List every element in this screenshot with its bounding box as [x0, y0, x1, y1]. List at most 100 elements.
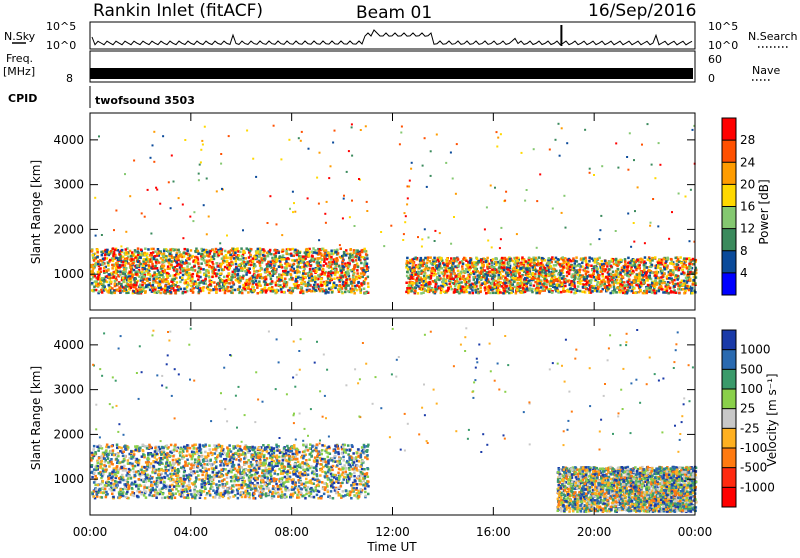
radar-cell — [634, 292, 637, 295]
radar-cell — [623, 281, 626, 284]
radar-cell — [251, 286, 254, 289]
radar-cell — [270, 278, 273, 281]
radar-cell — [438, 263, 441, 266]
radar-cell — [137, 252, 140, 255]
radar-cell — [573, 265, 576, 268]
radar-cell — [427, 268, 430, 271]
radar-cell — [527, 262, 530, 265]
radar-cell — [169, 253, 172, 256]
radar-cell — [453, 273, 456, 276]
radar-cell — [666, 275, 669, 278]
radar-cell — [428, 281, 431, 284]
radar-cell — [365, 253, 368, 256]
radar-cell-sparse — [500, 238, 502, 240]
radar-cell — [435, 283, 438, 286]
radar-cell — [597, 277, 600, 280]
radar-cell — [484, 286, 487, 289]
radar-cell — [140, 249, 143, 252]
radar-cell — [215, 262, 218, 265]
radar-cell — [596, 283, 599, 286]
radar-cell — [230, 286, 233, 289]
radar-cell — [127, 284, 130, 287]
radar-cell — [131, 258, 134, 261]
radar-cell-sparse — [324, 213, 326, 215]
radar-cell — [489, 292, 492, 295]
radar-cell — [512, 274, 515, 277]
radar-cell — [619, 283, 622, 286]
radar-cell — [584, 286, 587, 289]
radar-cell — [153, 271, 156, 274]
radar-cell — [241, 255, 244, 258]
radar-cell — [240, 247, 243, 250]
radar-cell — [235, 260, 238, 263]
radar-cell — [333, 282, 336, 285]
radar-cell — [414, 290, 417, 293]
radar-cell — [187, 276, 190, 279]
radar-cell — [638, 264, 641, 267]
radar-cell-sparse — [403, 233, 405, 235]
radar-cell — [323, 256, 326, 259]
radar-cell-sparse — [404, 212, 406, 214]
radar-cell — [197, 253, 200, 256]
radar-cell — [607, 281, 610, 284]
radar-cell — [569, 259, 572, 262]
radar-cell — [549, 283, 552, 286]
radar-cell — [474, 281, 477, 284]
radar-cell — [654, 256, 657, 259]
radar-cell — [423, 288, 426, 291]
radar-cell — [602, 275, 605, 278]
radar-cell — [94, 264, 97, 267]
radar-cell — [608, 273, 611, 276]
radar-cell — [657, 264, 660, 267]
radar-cell — [486, 263, 489, 266]
radar-cell — [528, 279, 531, 282]
date-title: 16/Sep/2016 — [588, 1, 696, 21]
radar-cell-sparse — [422, 165, 424, 167]
radar-cell — [480, 267, 483, 270]
radar-cell — [425, 264, 428, 267]
radar-cell — [410, 260, 413, 263]
radar-cell — [681, 268, 684, 271]
radar-cell — [622, 270, 625, 273]
radar-cell — [442, 278, 445, 281]
radar-cell-sparse — [125, 231, 127, 233]
radar-cell — [635, 269, 638, 272]
radar-cell — [139, 285, 142, 288]
radar-cell — [290, 292, 293, 295]
radar-cell-sparse — [198, 173, 200, 175]
radar-cell — [237, 288, 240, 291]
radar-cell — [315, 252, 318, 255]
radar-cell — [655, 271, 658, 274]
radar-cell — [168, 261, 171, 264]
radar-cell-sparse — [536, 247, 538, 249]
radar-cell — [196, 285, 199, 288]
radar-cell — [470, 272, 473, 275]
radar-cell — [172, 266, 175, 269]
radar-cell — [590, 279, 593, 282]
radar-cell — [596, 271, 599, 274]
radar-cell — [256, 261, 259, 264]
radar-cell-sparse — [634, 210, 636, 212]
radar-cell — [517, 282, 520, 285]
radar-cell — [280, 291, 283, 294]
cpid-value: twofsound 3503 — [95, 94, 195, 107]
radar-cell — [466, 291, 469, 294]
radar-cell — [354, 264, 357, 267]
radar-cell — [110, 291, 113, 294]
radar-cell — [552, 268, 555, 271]
radar-cell — [265, 291, 268, 294]
radar-cell — [283, 285, 286, 288]
radar-cell — [624, 273, 627, 276]
radar-cell — [364, 262, 367, 265]
radar-cell — [660, 262, 663, 265]
radar-cell — [450, 273, 453, 276]
radar-cell — [562, 290, 565, 293]
radar-cell — [648, 291, 651, 294]
radar-cell — [367, 286, 370, 289]
radar-cell — [283, 291, 286, 294]
radar-cell — [665, 260, 668, 263]
radar-cell — [525, 260, 528, 263]
radar-cell — [654, 274, 657, 277]
radar-cell — [483, 275, 486, 278]
radar-cell — [340, 279, 343, 282]
